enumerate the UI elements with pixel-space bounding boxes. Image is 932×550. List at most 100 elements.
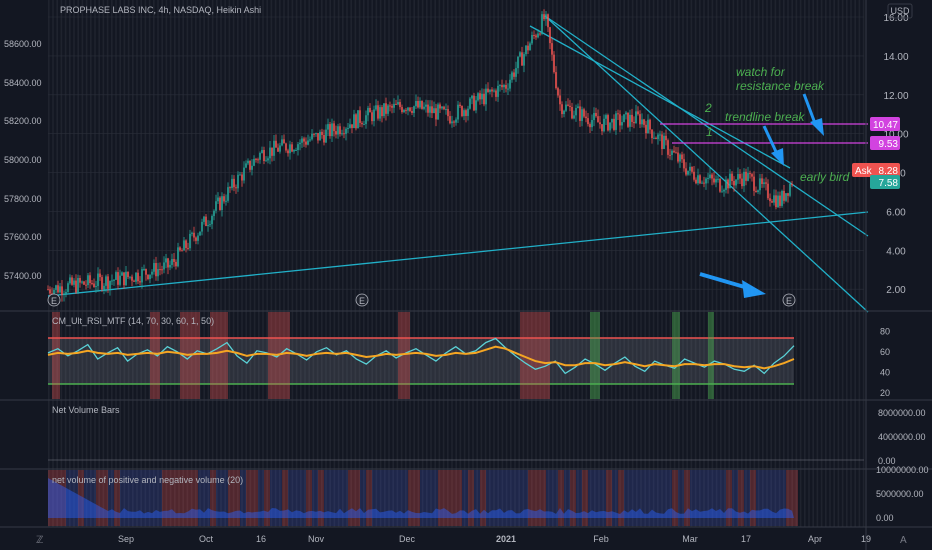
candle-body (411, 110, 413, 113)
net-volume-zone (312, 470, 318, 526)
session-band (375, 0, 378, 527)
left-axis-tick: 58200.00 (4, 116, 42, 126)
candle-body (665, 135, 667, 141)
candle-body (275, 140, 277, 148)
net-volume-zone (204, 470, 210, 526)
candle-body (709, 174, 711, 178)
candle-body (353, 114, 355, 129)
auto-scale-icon[interactable]: A (900, 535, 907, 546)
candle-body (445, 109, 447, 111)
arrow-trendline (762, 125, 780, 157)
session-band (463, 0, 466, 527)
candle-body (525, 45, 527, 55)
candle-body (195, 237, 197, 241)
candle-body (747, 173, 749, 181)
candle-body (121, 272, 123, 276)
timezone-icon[interactable]: ℤ (36, 535, 43, 546)
candle-body (263, 150, 265, 162)
session-band (854, 0, 856, 527)
net-volume-zone (708, 470, 714, 526)
net-volume-zone (468, 470, 474, 526)
net-volume-zone (600, 470, 606, 526)
time-axis-tick: Sep (118, 534, 134, 544)
net-volume-zone (618, 470, 624, 526)
time-axis-tick: 17 (741, 534, 751, 544)
session-band (846, 0, 848, 527)
net-volume-zone (654, 470, 660, 526)
candle-body (723, 189, 725, 192)
net-volume-zone (54, 470, 60, 526)
session-band (300, 0, 302, 527)
time-axis[interactable]: Sep Oct 16 Nov Dec 2021 Feb Mar 17 Apr 19 (118, 534, 871, 544)
candle-body (111, 280, 113, 282)
candle-body (483, 93, 485, 105)
session-band (678, 0, 680, 527)
session-band (447, 0, 449, 527)
session-band (518, 0, 520, 527)
candle-body (545, 14, 547, 20)
currency-box[interactable] (887, 3, 913, 19)
candle-body (91, 283, 93, 285)
net-volume-zone (246, 470, 252, 526)
candle-body (513, 72, 515, 77)
session-band (232, 0, 235, 527)
session-band (657, 0, 659, 527)
candle-body (251, 165, 253, 170)
candle-body (583, 109, 585, 117)
candle-body (57, 285, 59, 293)
net-volume-zone (660, 470, 666, 526)
candle-body (287, 150, 289, 154)
session-band (493, 0, 495, 527)
net-volume-zone (72, 470, 78, 526)
net-volume-zone (666, 470, 672, 526)
candle-body (201, 221, 203, 232)
candle-body (515, 68, 517, 77)
candle-body (341, 133, 343, 135)
net-volume-axis[interactable]: 10000000.00 5000000.00 0.00 (876, 465, 929, 523)
session-band (413, 0, 415, 527)
session-band (673, 0, 676, 527)
candle-body (585, 116, 587, 119)
arrow-resistance (802, 93, 818, 127)
candle-body (475, 100, 477, 111)
session-band (724, 0, 726, 527)
candle-body (751, 174, 753, 177)
candle-body (199, 231, 201, 236)
session-band (652, 0, 655, 527)
candle-body (527, 45, 529, 51)
time-axis-tick: Dec (399, 534, 416, 544)
session-band (190, 0, 193, 527)
candle-body (129, 276, 131, 278)
rsi-axis[interactable]: 80 60 40 20 (880, 326, 890, 398)
session-band (186, 0, 189, 527)
candle-body (399, 102, 401, 108)
candle-body (225, 200, 227, 202)
session-band (195, 0, 197, 527)
candle-body (173, 259, 175, 262)
candle-body (535, 35, 537, 38)
candle-body (175, 261, 177, 267)
candle-body (157, 269, 159, 277)
session-band (728, 0, 730, 527)
net-volume-zone (132, 470, 138, 526)
session-band (480, 0, 483, 527)
net-volume-bars-axis[interactable]: 8000000.00 4000000.00 0.00 (878, 408, 926, 466)
session-band (783, 0, 785, 527)
candle-body (581, 109, 583, 121)
candle-body (501, 85, 503, 88)
session-band (60, 0, 63, 527)
candle-body (221, 196, 223, 210)
currency-label[interactable]: USD (890, 6, 910, 16)
candle-body (207, 225, 209, 227)
net-volume-zone (264, 470, 270, 526)
session-band (228, 0, 231, 527)
candle-body (711, 174, 713, 179)
session-band (514, 0, 516, 527)
left-axis-tick: 58600.00 (4, 39, 42, 49)
candle-body (187, 247, 189, 249)
session-band (606, 0, 609, 527)
right-axis-tick: 14.00 (883, 52, 908, 63)
candle-body (107, 276, 109, 289)
candle-body (99, 273, 101, 278)
